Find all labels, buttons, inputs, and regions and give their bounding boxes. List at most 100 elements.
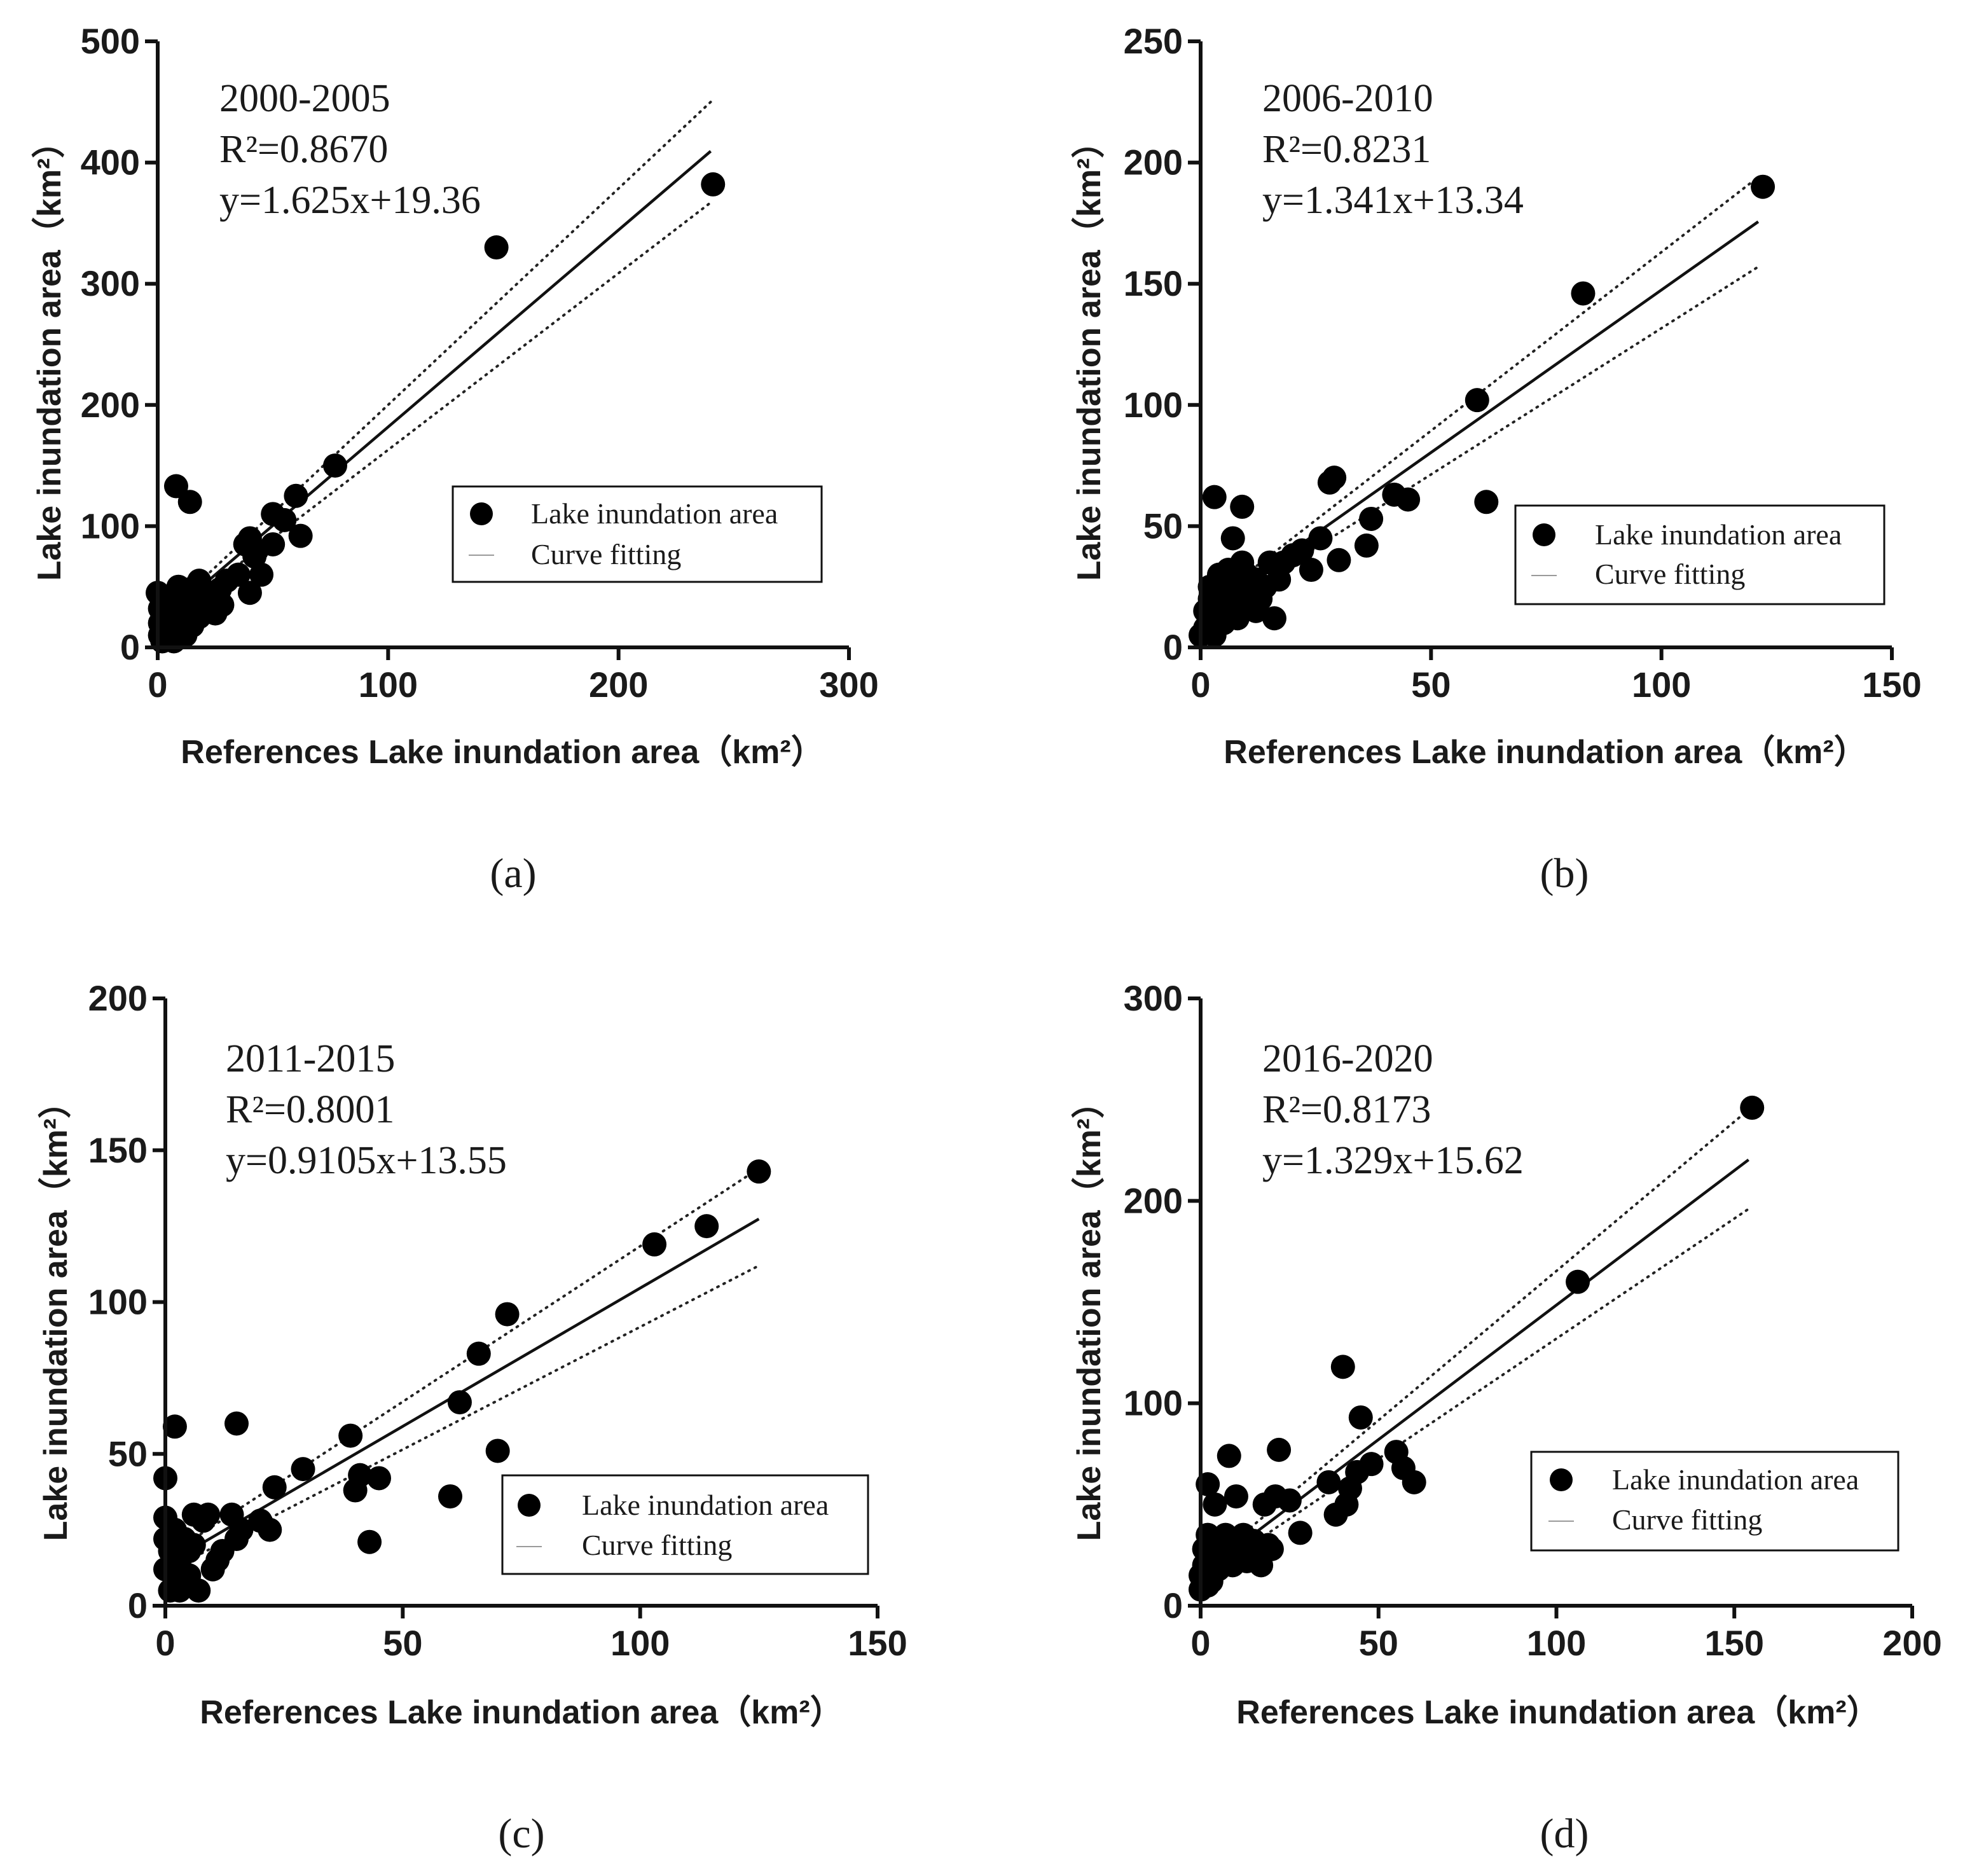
scatter-point (210, 593, 235, 617)
scatter-point (338, 1423, 363, 1448)
period-label: 2016-2020 (1262, 1037, 1433, 1080)
x-tick-label: 100 (1527, 1623, 1586, 1663)
equation-label: y=1.625x+19.36 (219, 179, 481, 222)
scatter-point (357, 1529, 382, 1554)
x-tick-label: 150 (1862, 665, 1921, 705)
scatter-point (367, 1466, 391, 1491)
scatter-point (261, 532, 286, 556)
scatter-point (1267, 1437, 1292, 1462)
panel-label-b: (b) (1540, 850, 1589, 897)
scatter-point (1224, 1484, 1248, 1509)
scatter-point (258, 1517, 282, 1542)
scatter-point (747, 1159, 771, 1184)
legend-point-swatch (518, 1494, 541, 1517)
scatter-point (196, 1502, 221, 1527)
scatter-point (226, 562, 251, 587)
legend-points-label: Lake inundation area (1612, 1463, 1859, 1496)
legend-fit-label: Curve fitting (531, 538, 681, 570)
scatter-point (1202, 485, 1227, 509)
scatter-point (1288, 1521, 1313, 1545)
x-tick-label: 100 (610, 1623, 670, 1663)
scatter-point (701, 172, 726, 197)
x-ticks: 0 50 100 150 (155, 1606, 907, 1663)
y-axis-title: Lake inundation area（km²） (31, 125, 68, 581)
scatter-point (1327, 548, 1351, 572)
scatter-point (466, 1341, 491, 1366)
y-tick-label: 200 (1124, 142, 1183, 183)
y-tick-label: 200 (81, 385, 140, 425)
x-tick-label: 0 (155, 1623, 175, 1663)
x-tick-label: 150 (1705, 1623, 1764, 1663)
equation-label: y=1.341x+13.34 (1262, 179, 1524, 222)
y-tick-label: 150 (1124, 263, 1183, 303)
x-tick-label: 200 (589, 665, 648, 705)
confidence-band (1217, 1108, 1750, 1568)
scatter-point (1322, 466, 1347, 490)
fit-line (188, 1217, 760, 1552)
ci-upper-line (1222, 176, 1760, 593)
x-tick-label: 50 (1359, 1623, 1398, 1663)
scatter-point (1299, 558, 1323, 583)
panel-b: 0 50 100 150 200 250 0 50 100 150 2006-2010 R²=0… (1071, 21, 1922, 897)
scatter-point (1740, 1095, 1765, 1120)
scatter-point (484, 235, 509, 260)
r2-label: R²=0.8173 (1262, 1088, 1431, 1131)
period-label: 2011-2015 (226, 1037, 395, 1080)
y-ticks: 0 50 100 150 200 (88, 978, 165, 1625)
ci-upper-line (188, 1167, 761, 1543)
legend: Lake inundation area Curve fitting (452, 485, 823, 583)
x-tick-label: 100 (359, 665, 418, 705)
x-tick-label: 0 (148, 665, 167, 705)
scatter-point (1277, 1488, 1302, 1513)
scatter-point (485, 1438, 510, 1463)
x-ticks: 0 50 100 150 200 (1190, 1606, 1942, 1663)
scatter-point (177, 490, 202, 514)
legend-point-swatch (1533, 523, 1555, 546)
panel-c: 0 50 100 150 200 0 50 100 150 2011-2015 R²=0.80… (38, 978, 907, 1857)
equation-label: y=0.9105x+13.55 (226, 1139, 507, 1182)
scatter-point (1308, 526, 1333, 551)
fit-line-group (188, 1217, 760, 1552)
axes (156, 41, 849, 649)
x-axis-title: References Lake inundation area（km²） (1224, 734, 1866, 771)
ci-lower-line (188, 1264, 761, 1561)
y-ticks: 0 100 200 300 (1124, 978, 1201, 1625)
x-tick-label: 50 (1411, 665, 1451, 705)
legend: Lake inundation area Curve fitting (1514, 504, 1886, 605)
r2-label: R²=0.8231 (1262, 128, 1431, 171)
scatter-point (162, 1414, 187, 1439)
x-axis-title: References Lake inundation area（km²） (1236, 1694, 1879, 1731)
scatter-point (322, 453, 347, 478)
panel-a: 0 100 200 300 400 500 0 100 200 300 2000-2005 R²… (31, 21, 879, 897)
scatter-point (1316, 1470, 1341, 1494)
scatter-point (1571, 281, 1596, 306)
scatter-point (495, 1302, 520, 1327)
scatter-point (1402, 1470, 1426, 1494)
legend-box (1530, 1451, 1900, 1552)
ci-lower-line (1217, 1208, 1750, 1568)
y-tick-label: 100 (88, 1282, 148, 1322)
scatter-point (249, 562, 274, 587)
legend-points-label: Lake inundation area (531, 497, 778, 530)
scatter-point (1354, 533, 1379, 558)
period-label: 2000-2005 (219, 77, 390, 120)
y-tick-label: 0 (1163, 627, 1183, 667)
legend-points-label: Lake inundation area (1595, 518, 1842, 551)
y-axis-title: Lake inundation area（km²） (38, 1086, 74, 1541)
x-tick-label: 0 (1190, 1623, 1210, 1663)
x-tick-label: 0 (1190, 665, 1210, 705)
y-tick-label: 150 (88, 1130, 148, 1170)
x-tick-label: 50 (383, 1623, 422, 1663)
scatter-point (291, 1457, 315, 1482)
scatter-point (1359, 1452, 1384, 1477)
y-tick-label: 300 (1124, 978, 1183, 1018)
ci-upper-line (168, 100, 712, 612)
y-tick-label: 250 (1124, 21, 1183, 61)
scatter-point (288, 523, 313, 548)
scatter-point (1330, 1355, 1355, 1379)
y-tick-label: 0 (1163, 1585, 1183, 1625)
x-tick-label: 200 (1882, 1623, 1941, 1663)
legend: Lake inundation area Curve fitting (501, 1474, 869, 1575)
scatter-point (229, 1517, 254, 1542)
scatter-point (438, 1484, 462, 1509)
